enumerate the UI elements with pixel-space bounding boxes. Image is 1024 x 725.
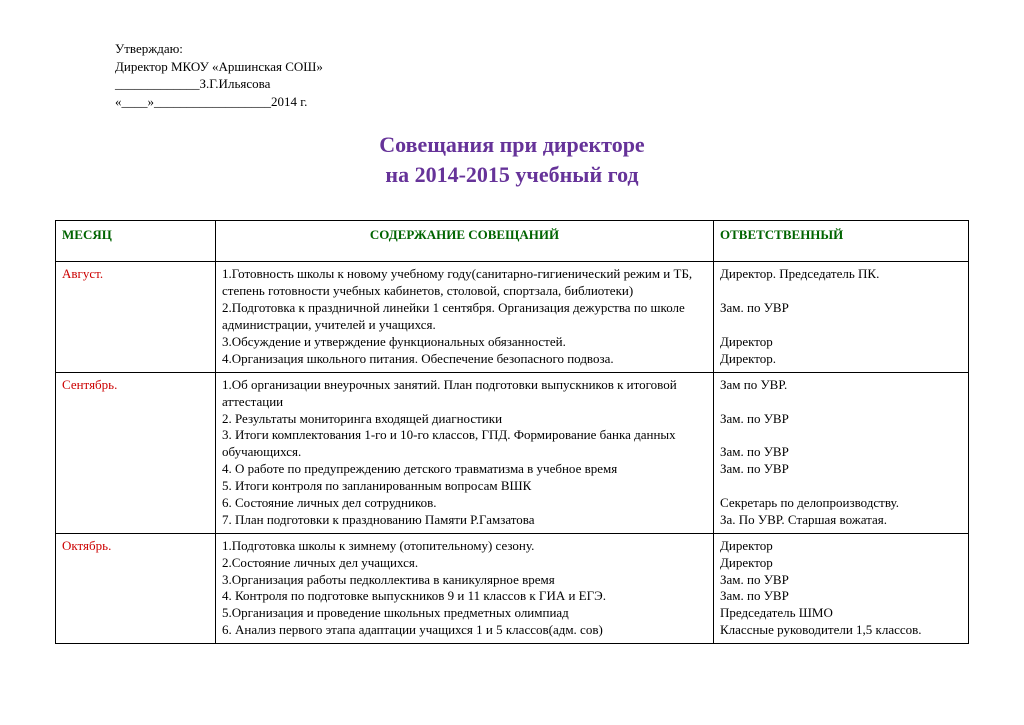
table-header-row: МЕСЯЦ СОДЕРЖАНИЕ СОВЕЩАНИЙ ОТВЕТСТВЕННЫЙ [56, 220, 969, 262]
approval-line-2: Директор МКОУ «Аршинская СОШ» [115, 58, 969, 76]
header-responsible: ОТВЕТСТВЕННЫЙ [714, 220, 969, 262]
cell-responsible: Директор. Председатель ПК. Зам. по УВР Д… [714, 262, 969, 372]
table-row: Октябрь. 1.Подготовка школы к зимнему (о… [56, 533, 969, 643]
approval-block: Утверждаю: Директор МКОУ «Аршинская СОШ»… [115, 40, 969, 110]
title-line-2: на 2014-2015 учебный год [55, 160, 969, 190]
header-month: МЕСЯЦ [56, 220, 216, 262]
meetings-table: МЕСЯЦ СОДЕРЖАНИЕ СОВЕЩАНИЙ ОТВЕТСТВЕННЫЙ… [55, 220, 969, 645]
table-row: Август. 1.Готовность школы к новому учеб… [56, 262, 969, 372]
cell-responsible: Директор Директор Зам. по УВР Зам. по УВ… [714, 533, 969, 643]
cell-month: Сентябрь. [56, 372, 216, 533]
cell-content: 1.Подготовка школы к зимнему (отопительн… [216, 533, 714, 643]
cell-content: 1.Об организации внеурочных занятий. Пла… [216, 372, 714, 533]
page-title: Совещания при директоре на 2014-2015 уче… [55, 130, 969, 189]
approval-line-4: «____»__________________2014 г. [115, 93, 969, 111]
table-row: Сентябрь. 1.Об организации внеурочных за… [56, 372, 969, 533]
cell-month: Октябрь. [56, 533, 216, 643]
approval-line-3: _____________З.Г.Ильясова [115, 75, 969, 93]
cell-content: 1.Готовность школы к новому учебному год… [216, 262, 714, 372]
cell-responsible: Зам по УВР. Зам. по УВР Зам. по УВР Зам.… [714, 372, 969, 533]
title-line-1: Совещания при директоре [55, 130, 969, 160]
cell-month: Август. [56, 262, 216, 372]
header-content: СОДЕРЖАНИЕ СОВЕЩАНИЙ [216, 220, 714, 262]
approval-line-1: Утверждаю: [115, 40, 969, 58]
